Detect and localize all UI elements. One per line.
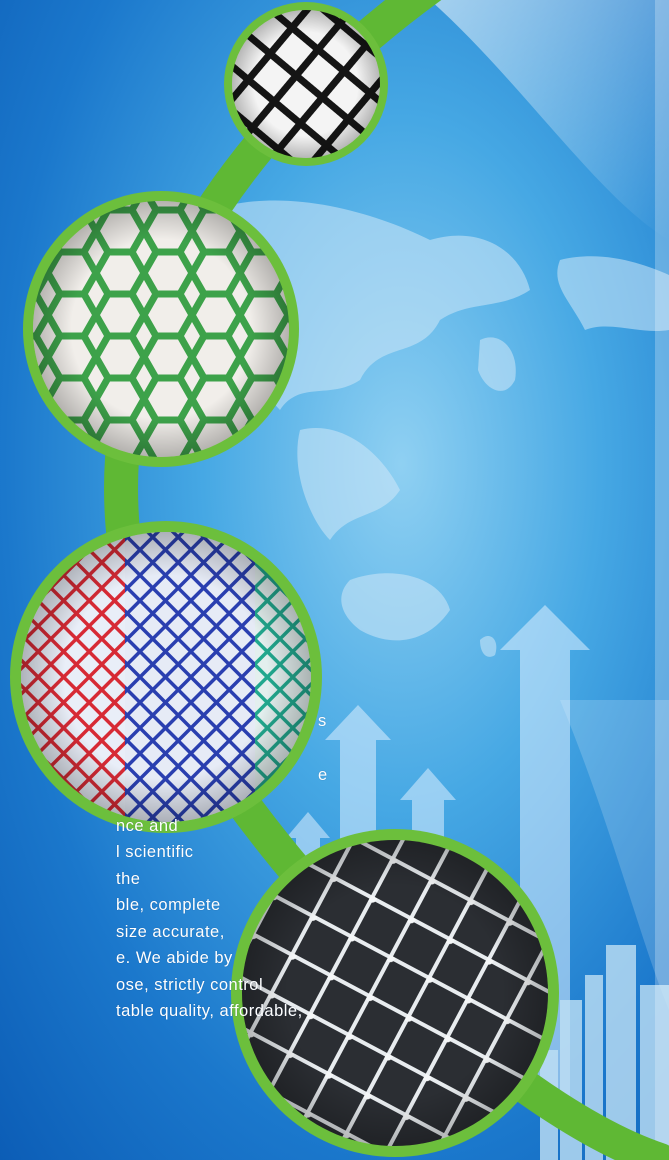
green-net-photo: [23, 191, 299, 467]
light-sweep: [430, 0, 669, 240]
black-net-photo: [224, 2, 388, 166]
multicolor-net-photo: [10, 521, 322, 833]
world-map: [223, 200, 669, 657]
white-knotted-net-photo: [231, 829, 559, 1157]
